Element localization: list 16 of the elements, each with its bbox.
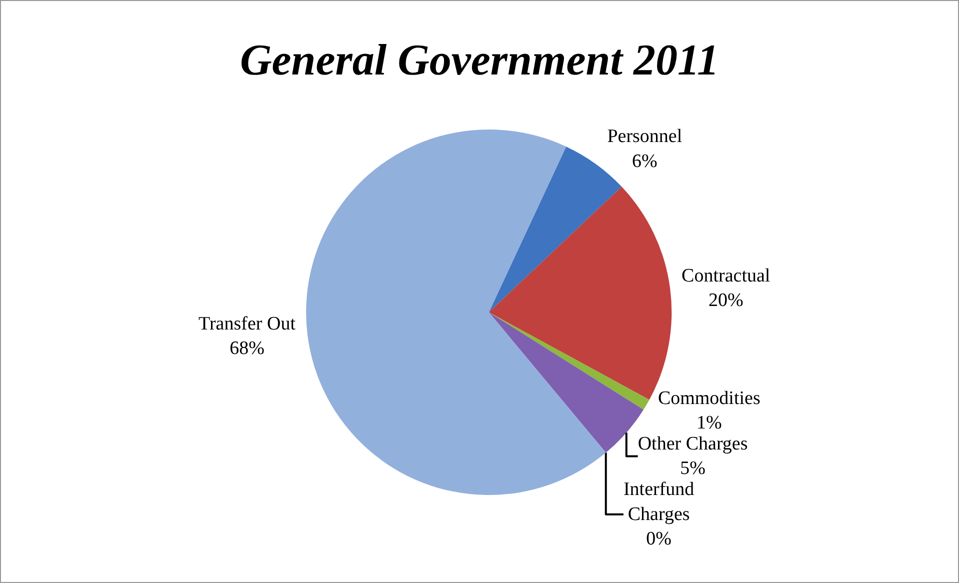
pie-slice [306, 130, 606, 495]
pie-slice [488, 312, 650, 410]
data-label: 20% [708, 290, 744, 312]
chart-title: General Government 2011 [240, 36, 720, 84]
slice-label: Transfer Out [198, 313, 296, 334]
data-label: 68% [230, 338, 265, 360]
data-label: 6% [632, 150, 658, 172]
data-label: 1% [696, 412, 722, 434]
pie-slice [488, 146, 622, 312]
text: 0% [646, 528, 672, 550]
slice-label: Contractual [682, 265, 770, 286]
slice-label: Commodities [658, 388, 760, 409]
category-label: Interfund Charges [623, 479, 694, 525]
slice-label: Personnel [607, 126, 682, 148]
slice-label: Other Charges [638, 433, 748, 454]
data-label: 5% [680, 458, 706, 480]
